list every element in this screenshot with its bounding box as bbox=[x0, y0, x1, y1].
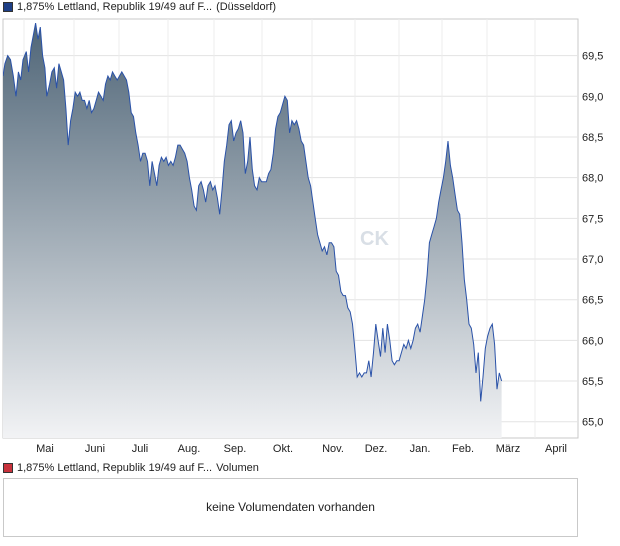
y-axis: 65,0 65,5 66,0 66,5 67,0 67,5 68,0 68,5 69,0 69,5 bbox=[582, 51, 603, 429]
x-tick-label: Sep. bbox=[224, 443, 247, 455]
x-tick-label: Dez. bbox=[365, 443, 388, 455]
y-tick-label: 67,0 bbox=[582, 254, 603, 266]
x-tick-label: April bbox=[545, 443, 567, 455]
x-tick-label: Juli bbox=[132, 443, 149, 455]
x-tick-label: Aug. bbox=[178, 443, 201, 455]
price-chart: CK 65,065,566,066,567,067,568,068,569,06… bbox=[2, 18, 603, 455]
y-tick-label: 66,0 bbox=[582, 335, 603, 347]
x-tick-label: Mai bbox=[36, 443, 54, 455]
x-tick-label: Feb. bbox=[452, 443, 474, 455]
price-legend-label: 1,875% Lettland, Republik 19/49 auf F... bbox=[17, 1, 213, 13]
price-line bbox=[3, 23, 503, 402]
watermark: CK bbox=[360, 228, 389, 250]
volume-panel: keine Volumendaten vorhanden bbox=[3, 478, 578, 537]
price-legend: 1,875% Lettland, Republik 19/49 auf F...… bbox=[3, 0, 276, 14]
y-tick-label: 65,5 bbox=[582, 376, 603, 388]
price-legend-exchange: (Düsseldorf) bbox=[216, 1, 276, 13]
x-tick-label: Juni bbox=[85, 443, 105, 455]
y-tick-label: 68,0 bbox=[582, 173, 603, 185]
volume-empty-message: keine Volumendaten vorhanden bbox=[206, 500, 375, 514]
x-tick-label: Nov. bbox=[322, 443, 344, 455]
volume-legend: 1,875% Lettland, Republik 19/49 auf F...… bbox=[3, 461, 259, 475]
x-tick-label: Jan. bbox=[410, 443, 431, 455]
y-tick-label: 65,0 bbox=[582, 417, 603, 429]
y-tick-label: 66,5 bbox=[582, 295, 603, 307]
y-tick-label: 67,5 bbox=[582, 213, 603, 225]
price-legend-swatch bbox=[3, 2, 13, 12]
x-axis: Mai Juni Juli Aug. Sep. Okt. Nov. Dez. Jan. Feb. M… bbox=[36, 443, 567, 455]
y-tick-label: 68,5 bbox=[582, 132, 603, 144]
y-tick-label: 69,5 bbox=[582, 51, 603, 63]
volume-legend-swatch bbox=[3, 463, 13, 473]
x-tick-label: März bbox=[496, 443, 520, 455]
volume-legend-label: 1,875% Lettland, Republik 19/49 auf F... bbox=[17, 462, 213, 474]
y-tick-label: 69,0 bbox=[582, 91, 603, 103]
x-tick-label: Okt. bbox=[273, 443, 293, 455]
volume-legend-suffix: Volumen bbox=[216, 462, 259, 474]
